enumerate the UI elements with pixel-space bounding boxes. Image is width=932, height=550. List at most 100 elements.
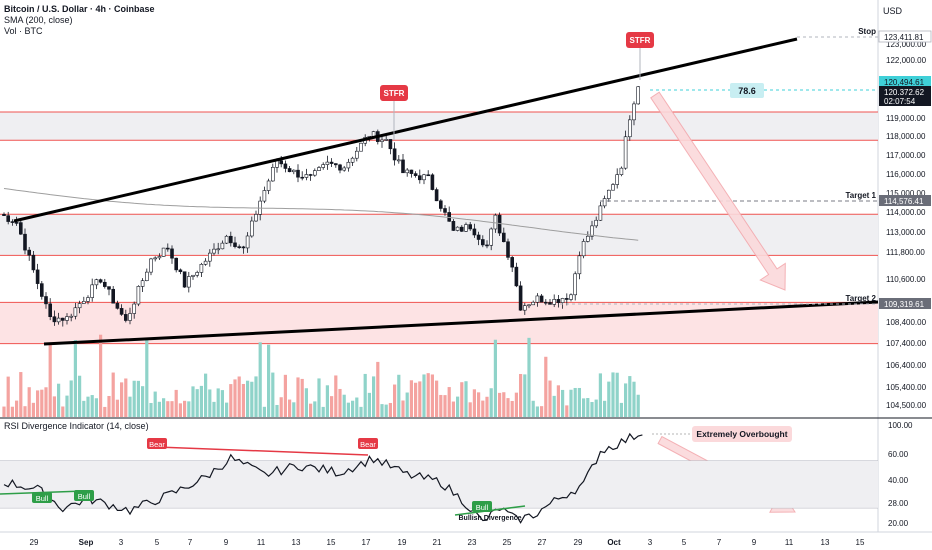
volume-bar xyxy=(363,373,367,417)
volume-bar xyxy=(199,385,203,417)
volume-bar xyxy=(241,383,245,417)
candle-body xyxy=(338,164,342,171)
volume-bar xyxy=(99,334,103,417)
volume-bar xyxy=(422,374,426,417)
volume-bar xyxy=(498,392,502,417)
candle-body xyxy=(527,304,531,307)
time-axis-tick: 5 xyxy=(682,538,687,547)
volume-bar xyxy=(220,390,224,417)
volume-bar xyxy=(527,337,531,417)
time-axis-tick: 9 xyxy=(752,538,757,547)
volume-bar xyxy=(619,402,623,417)
volume-bar xyxy=(502,392,506,417)
price-badge-label: 114,576.41 xyxy=(884,197,924,206)
volume-bar xyxy=(594,399,598,417)
candle-body xyxy=(52,316,57,323)
volume-bar xyxy=(27,387,31,417)
candle-body xyxy=(191,274,195,277)
candle-body xyxy=(346,161,351,169)
volume-bar xyxy=(208,389,212,417)
candle-body xyxy=(535,295,540,303)
candle-body xyxy=(300,176,305,179)
volume-bar xyxy=(624,383,628,417)
price-axis-tick: 118,000.00 xyxy=(886,132,926,141)
price-axis-tick: 116,000.00 xyxy=(886,170,926,179)
volume-bar xyxy=(300,378,304,417)
candle-body xyxy=(581,241,586,257)
currency-label: USD xyxy=(882,6,902,16)
candle-body xyxy=(86,297,90,302)
volume-bar xyxy=(317,378,321,417)
volume-bar xyxy=(548,380,552,417)
volume-bar xyxy=(569,389,573,417)
candle-body xyxy=(417,175,422,181)
volume-bar xyxy=(342,394,346,417)
volume-bar xyxy=(401,400,405,417)
candle-body xyxy=(388,139,393,150)
volume-bar xyxy=(540,406,544,417)
time-axis-tick: Oct xyxy=(607,538,621,547)
candle-body xyxy=(594,219,599,227)
candle-body xyxy=(585,235,590,242)
volume-bar xyxy=(283,374,287,417)
candle-body xyxy=(623,136,628,169)
volume-bar xyxy=(418,381,422,417)
candle-body xyxy=(321,164,326,168)
volume-bar xyxy=(23,406,27,417)
volume-bar xyxy=(451,401,455,417)
time-axis-tick: 7 xyxy=(717,538,722,547)
volume-bar xyxy=(246,380,250,417)
volume-bar xyxy=(519,373,523,417)
volume-bar xyxy=(145,339,149,417)
rsi-label-box xyxy=(472,501,492,512)
volume-bar xyxy=(472,389,476,417)
volume-bar xyxy=(535,406,539,417)
volume-bar xyxy=(86,396,90,417)
volume-bar xyxy=(493,339,497,417)
candle-body xyxy=(296,169,300,178)
candle-body xyxy=(161,247,166,257)
candle-body xyxy=(489,228,494,246)
volume-bar xyxy=(124,378,128,417)
rsi-axis-tick: 28.00 xyxy=(888,499,909,508)
candle-body xyxy=(569,294,573,300)
price-axis-tick: 122,000.00 xyxy=(886,56,927,65)
rsi-axis-tick: 100.00 xyxy=(888,421,913,430)
volume-bar xyxy=(94,398,98,417)
volume-bar xyxy=(73,340,77,417)
candle-body xyxy=(472,228,477,236)
volume-bar xyxy=(460,382,464,417)
rsi-line xyxy=(3,432,643,524)
candle-body xyxy=(451,221,456,231)
time-axis-tick: 3 xyxy=(119,538,124,547)
candle-body xyxy=(107,286,111,290)
price-badge xyxy=(879,76,931,87)
volume-bar xyxy=(430,374,434,417)
candle-body xyxy=(82,301,86,304)
candle-body xyxy=(270,167,275,182)
volume-bar xyxy=(170,401,174,417)
time-axis-tick: 11 xyxy=(785,538,794,547)
candle-body xyxy=(430,174,435,190)
volume-bar xyxy=(414,382,418,417)
time-axis-tick: 17 xyxy=(362,538,371,547)
volume-bar xyxy=(258,342,262,417)
volume-bar xyxy=(304,388,308,417)
volume-bar xyxy=(552,395,556,417)
candle-body xyxy=(94,279,99,286)
candle-body xyxy=(384,139,389,141)
candle-body xyxy=(39,283,44,297)
candle-body xyxy=(170,248,174,259)
volume-bar xyxy=(388,402,392,417)
volume-bar xyxy=(212,401,216,417)
volume-bar xyxy=(90,395,94,417)
candle-body xyxy=(124,314,128,321)
volume-bar xyxy=(393,384,397,417)
volume-bar xyxy=(481,400,485,417)
candle-body xyxy=(468,224,473,230)
volume-bar xyxy=(40,389,44,417)
price-badge xyxy=(879,298,931,309)
volume-bar xyxy=(359,406,363,417)
candle-body xyxy=(459,226,464,232)
